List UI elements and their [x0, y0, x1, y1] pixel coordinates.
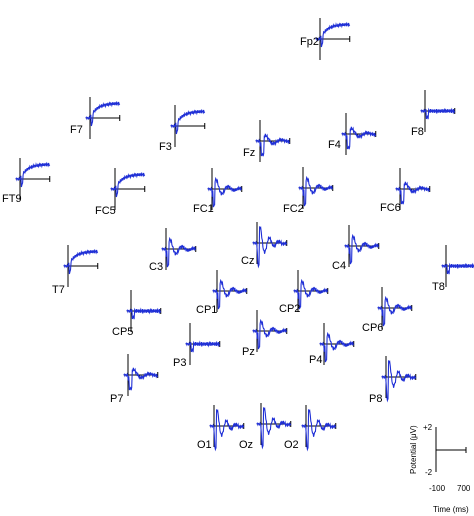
electrode-fc1-waveform [207, 176, 243, 208]
electrode-fp2-label: Fp2 [300, 36, 319, 48]
electrode-c3: C3 [149, 228, 197, 273]
electrode-c3-label: C3 [149, 261, 163, 273]
electrode-fc5-label: FC5 [95, 205, 116, 217]
scale-y-tick-top: +2 [423, 423, 433, 432]
electrode-p3-label: P3 [173, 357, 186, 369]
electrode-p8-label: P8 [369, 393, 382, 405]
electrode-ft9-waveform [15, 161, 51, 188]
electrode-t7: T7 [52, 245, 99, 296]
electrode-oz-waveform [256, 407, 292, 450]
electrode-oz: Oz [239, 403, 292, 451]
electrode-fc6-waveform [395, 181, 431, 205]
electrode-cz: Cz [241, 222, 288, 269]
electrode-p4-waveform [319, 331, 355, 363]
electrode-ft9-label: FT9 [2, 193, 22, 205]
scale-bar: +2 -2 -100 700 Potential (μV) Time (ms) [409, 423, 471, 514]
scale-time-label: Time (ms) [433, 505, 469, 514]
electrode-cp5: CP5 [112, 290, 162, 338]
electrode-cp2: CP2 [279, 270, 329, 315]
electrode-cp2-label: CP2 [279, 303, 300, 315]
electrode-f4: F4 [328, 113, 377, 155]
electrode-fc2-label: FC2 [283, 203, 304, 215]
electrode-o2: O2 [284, 405, 337, 452]
electrode-cz-label: Cz [241, 255, 254, 267]
electrode-o1-waveform [209, 409, 245, 452]
electrode-f8: F8 [411, 90, 456, 138]
scale-y-tick-bottom: -2 [425, 468, 433, 477]
electrode-pz-label: Pz [242, 346, 255, 358]
electrode-fc2-waveform [298, 175, 334, 207]
electrode-cz-waveform [252, 226, 288, 269]
electrode-fc2: FC2 [283, 167, 334, 215]
electrode-o1: O1 [197, 405, 245, 452]
electrode-fc5-waveform [110, 171, 146, 198]
electrode-p8-waveform [381, 360, 417, 403]
electrode-cp5-waveform [126, 307, 162, 320]
electrode-fc6-label: FC6 [380, 202, 401, 214]
electrode-t8-waveform [441, 262, 474, 275]
electrode-t8-label: T8 [432, 281, 445, 293]
electrode-f3-label: F3 [159, 141, 172, 153]
electrode-c4: C4 [332, 225, 380, 272]
electrode-f8-waveform [420, 107, 456, 120]
electrode-f4-waveform [341, 126, 377, 150]
electrode-f3: F3 [159, 105, 206, 153]
electrode-c4-waveform [344, 233, 380, 265]
electrode-cp6: CP6 [362, 287, 413, 334]
electrode-oz-label: Oz [239, 439, 253, 451]
electrode-f8-label: F8 [411, 126, 424, 138]
electrode-p3-waveform [185, 340, 221, 353]
electrode-p7-waveform [123, 367, 159, 391]
electrode-cp6-waveform [377, 295, 413, 327]
electrode-f7: F7 [70, 97, 121, 139]
electrode-cp2-waveform [293, 278, 329, 310]
electrode-p7: P7 [110, 354, 159, 405]
electrode-fc6: FC6 [380, 168, 431, 214]
electrode-p7-label: P7 [110, 393, 123, 405]
electrode-cp1-waveform [212, 278, 248, 310]
electrode-fc1-label: FC1 [193, 203, 214, 215]
electrode-cp6-label: CP6 [362, 322, 383, 334]
electrode-cp1: CP1 [196, 270, 248, 316]
scale-potential-label: Potential (μV) [409, 425, 418, 474]
electrode-f7-label: F7 [70, 124, 83, 136]
electrode-cp1-label: CP1 [196, 304, 217, 316]
electrode-o2-label: O2 [284, 439, 299, 451]
electrode-f4-label: F4 [328, 139, 341, 151]
electrode-pz-waveform [252, 318, 288, 350]
electrode-cp5-label: CP5 [112, 326, 133, 338]
electrode-fz: Fz [243, 120, 291, 162]
electrodes-layer: Fp2 F7 F3 Fz F4 F8 FT9 FC5 FC1 FC2 FC6 C3 Cz C4 T7 T8 CP… [2, 18, 474, 452]
electrode-fc1: FC1 [193, 168, 243, 215]
electrode-p4-label: P4 [309, 354, 322, 366]
electrode-c4-label: C4 [332, 260, 346, 272]
electrode-p4: P4 [309, 323, 355, 366]
electrode-fz-label: Fz [243, 147, 255, 159]
electrode-c3-waveform [161, 236, 197, 268]
electrode-o2-waveform [301, 409, 337, 452]
scale-x-tick-right: 700 [457, 484, 471, 493]
electrode-fp2-waveform [315, 21, 351, 48]
scale-x-tick-left: -100 [429, 484, 446, 493]
electrode-t8: T8 [432, 245, 474, 293]
electrode-fz-waveform [255, 133, 291, 157]
electrode-fc5: FC5 [95, 168, 146, 217]
electrode-p8: P8 [369, 356, 417, 405]
electrode-o1-label: O1 [197, 439, 212, 451]
electrode-f3-waveform [170, 108, 206, 135]
electrode-fp2: Fp2 [300, 18, 351, 60]
electrode-p3: P3 [173, 323, 221, 369]
electrode-ft9: FT9 [2, 158, 51, 205]
electrode-t7-waveform [63, 248, 99, 275]
electrode-pz: Pz [242, 310, 288, 358]
electrode-t7-label: T7 [52, 284, 65, 296]
electrode-f7-waveform [85, 100, 121, 127]
